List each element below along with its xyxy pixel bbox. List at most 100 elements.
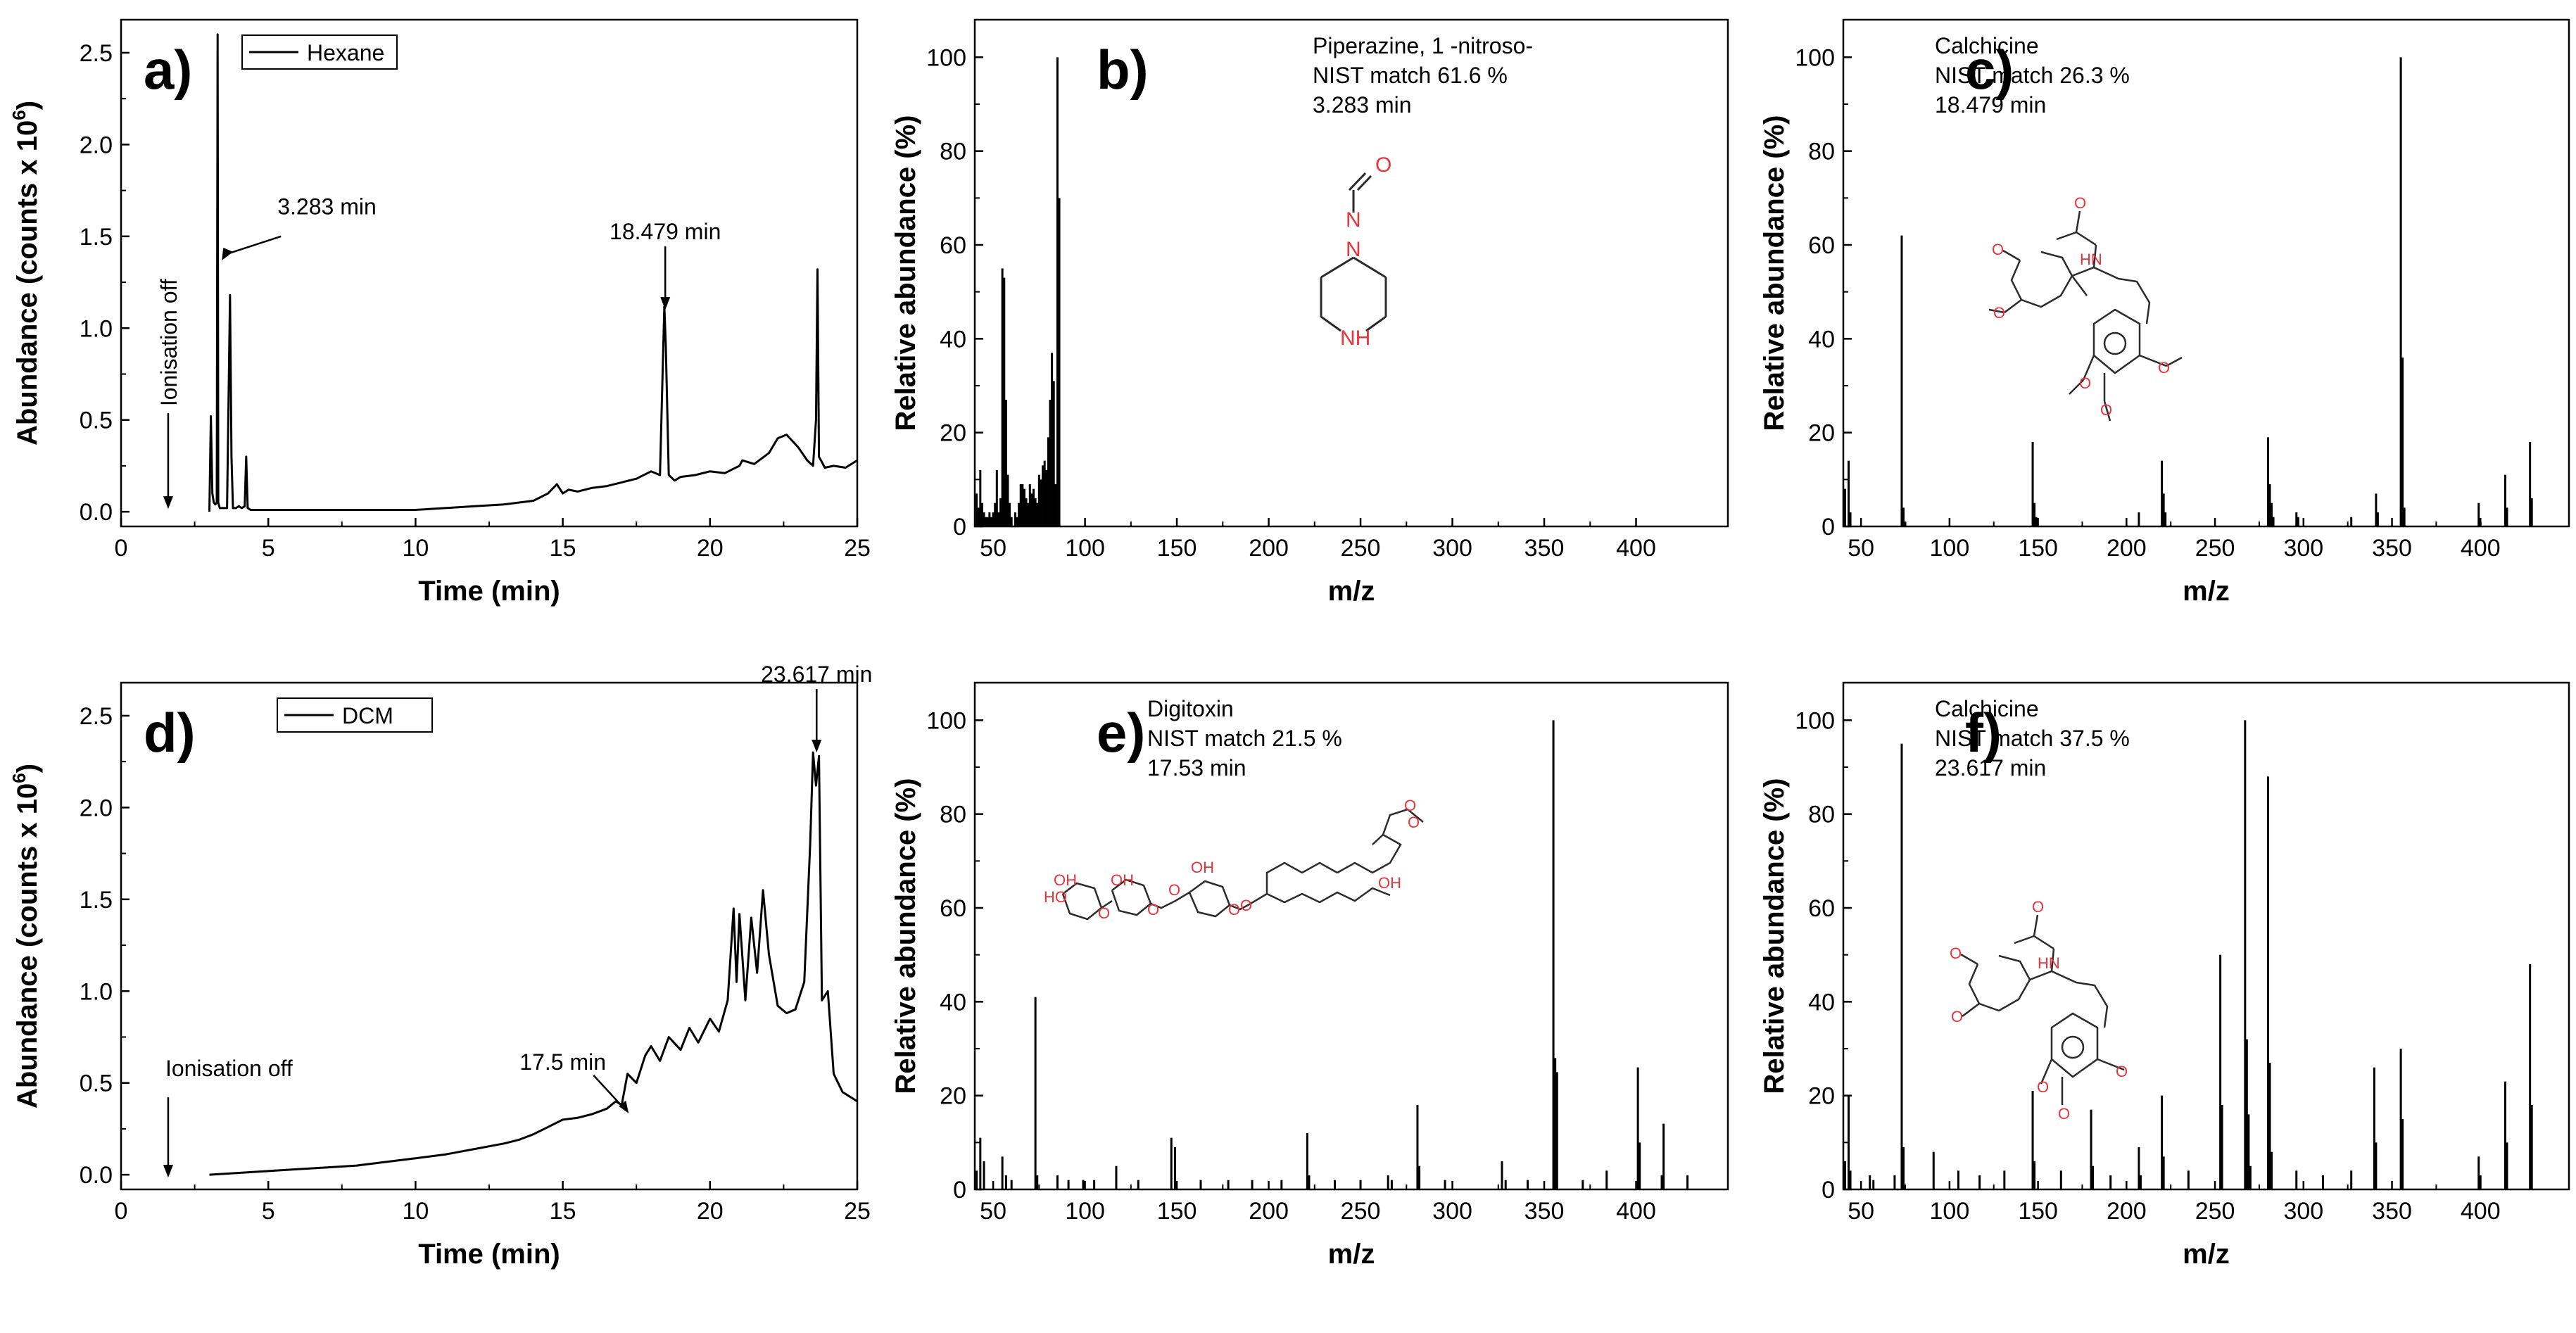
y-tick-label: 0.5 [80, 408, 113, 434]
annotation-arrowhead [619, 1100, 629, 1113]
panel-f: 50 100 150 200 250 300 350 400 0 20 40 60 80 100 m/z Re… [1759, 681, 2570, 1270]
x-tick-label: 5 [262, 1198, 275, 1225]
struct-e-atom: OH [1111, 871, 1134, 889]
struct-c-atom: O [2074, 194, 2086, 212]
y-tick-label: 100 [926, 44, 966, 71]
panel-label: c) [1965, 39, 2014, 101]
x-tick-label: 250 [2195, 535, 2235, 562]
plot-frame [120, 681, 859, 1191]
annotation-label: 18.479 min [610, 219, 721, 244]
y-tick-label: 40 [1808, 326, 1835, 353]
compound-info-line: 18.479 min [1935, 92, 2046, 118]
y-tick-label: 20 [1808, 420, 1835, 447]
panel-label: d) [144, 702, 196, 764]
y-axis-title-text: Relative abundance (%) [1759, 115, 1790, 431]
x-tick-label: 15 [550, 535, 576, 562]
x-tick-label: 350 [1524, 1198, 1565, 1225]
struct-c-atom: HN [2080, 251, 2102, 268]
x-tick-label: 350 [2372, 1198, 2412, 1225]
colchicine-structure-c: O HN O O O O O [1988, 194, 2183, 422]
legend-label: DCM [342, 703, 393, 728]
x-axis-title: m/z [2183, 576, 2230, 607]
digitoxin-structure: HO OH OH OH O O O O O OH O O [1044, 797, 1424, 922]
struct-f-atom: O [2032, 898, 2044, 916]
struct-e-atom: O [1408, 814, 1420, 831]
x-tick-label: 25 [844, 535, 871, 562]
x-tick-label: 20 [697, 1198, 724, 1225]
x-tick-label: 200 [2107, 1198, 2147, 1225]
y-tick-label: 20 [940, 1083, 966, 1110]
x-tick-label: 250 [1341, 1198, 1381, 1225]
y-axis-title: Abundance (counts x 106) [8, 764, 43, 1108]
struct-b-atom: N [1346, 238, 1361, 261]
panel-d: 0 5 10 15 20 25 0.0 0.5 1.0 1.5 2.0 2.5 Time (min) Ab… [8, 662, 872, 1270]
struct-b-atom: O [1375, 153, 1391, 177]
struct-c-atom: O [1993, 304, 2005, 322]
x-tick-label: 400 [1616, 1198, 1656, 1225]
panel-label: a) [144, 39, 192, 101]
x-tick-label: 20 [697, 535, 724, 562]
x-tick-label: 100 [1065, 535, 1105, 562]
x-tick-label: 50 [1848, 1198, 1874, 1225]
y-tick-label: 0 [1821, 514, 1835, 541]
y-tick-label: 0.5 [80, 1070, 113, 1097]
x-tick-label: 50 [980, 535, 1006, 562]
annotation-label: 3.283 min [277, 194, 377, 220]
annotation-arrowhead [163, 1165, 173, 1178]
x-tick-label: 50 [1848, 535, 1874, 562]
struct-e-atom: O [1240, 897, 1252, 914]
y-tick-label: 0 [953, 514, 966, 541]
x-axis-title: m/z [2183, 1239, 2230, 1270]
annotation-arrowhead [163, 496, 173, 510]
y-tick-label: 80 [1808, 139, 1835, 165]
panel-label: f) [1965, 702, 2002, 764]
panel-c: 50 100 150 200 250 300 350 400 0 20 40 60 80 100 m/z Re… [1759, 18, 2570, 607]
struct-e-atom: HO [1044, 888, 1067, 906]
chromatogram-line [209, 751, 858, 1176]
compound-info-line: NIST match 61.6 % [1313, 63, 1508, 88]
compound-info-line: NIST match 37.5 % [1935, 726, 2130, 751]
y-tick-label: 20 [1808, 1083, 1835, 1110]
y-tick-label: 40 [940, 326, 966, 353]
x-tick-label: 50 [980, 1198, 1006, 1225]
annotation-arrowhead [660, 297, 671, 310]
y-axis-title-close: ) [12, 764, 43, 773]
y-axis-title-superscript: 6 [8, 110, 30, 120]
compound-info-line: NIST match 26.3 % [1935, 63, 2130, 88]
struct-e-atom: O [1228, 901, 1240, 918]
y-tick-label: 60 [940, 232, 966, 259]
compound-info-line: Digitoxin [1147, 696, 1234, 721]
y-tick-label: 20 [940, 420, 966, 447]
annotation-arrow [593, 1074, 627, 1111]
struct-c-atom: O [1992, 241, 2004, 258]
struct-e-atom: OH [1378, 874, 1401, 892]
y-axis-title: Relative abundance (%) [890, 778, 921, 1094]
x-axis-title: m/z [1328, 1239, 1375, 1270]
annotation-arrowhead [222, 247, 234, 260]
y-tick-label: 80 [940, 139, 966, 165]
annotation-label: Ionisation off [165, 1056, 293, 1081]
compound-info-line: Calchicine [1935, 696, 2039, 721]
y-tick-label: 60 [940, 895, 966, 922]
x-tick-label: 400 [2461, 1198, 2501, 1225]
legend-label: Hexane [307, 40, 384, 65]
plot-frame [1842, 18, 2570, 528]
y-tick-label: 2.5 [80, 703, 113, 730]
x-tick-label: 100 [1930, 535, 1970, 562]
y-axis-title-text: Relative abundance (%) [890, 778, 921, 1094]
y-tick-label: 1.5 [80, 224, 113, 251]
y-tick-label: 80 [1808, 802, 1835, 828]
struct-c-atom: O [2100, 401, 2112, 419]
x-tick-label: 350 [1524, 535, 1565, 562]
plot-frame [973, 18, 1729, 528]
struct-e-atom: OH [1191, 859, 1214, 876]
struct-f-atom: O [2037, 1078, 2049, 1096]
y-tick-label: 1.0 [80, 978, 113, 1005]
compound-info-line: 17.53 min [1147, 755, 1246, 781]
struct-e-atom: O [1404, 797, 1416, 814]
x-tick-label: 150 [1157, 535, 1197, 562]
x-tick-label: 0 [115, 1198, 128, 1225]
chromatogram-line [208, 33, 858, 512]
y-tick-label: 100 [926, 707, 966, 734]
struct-e-atom: O [1147, 901, 1159, 918]
